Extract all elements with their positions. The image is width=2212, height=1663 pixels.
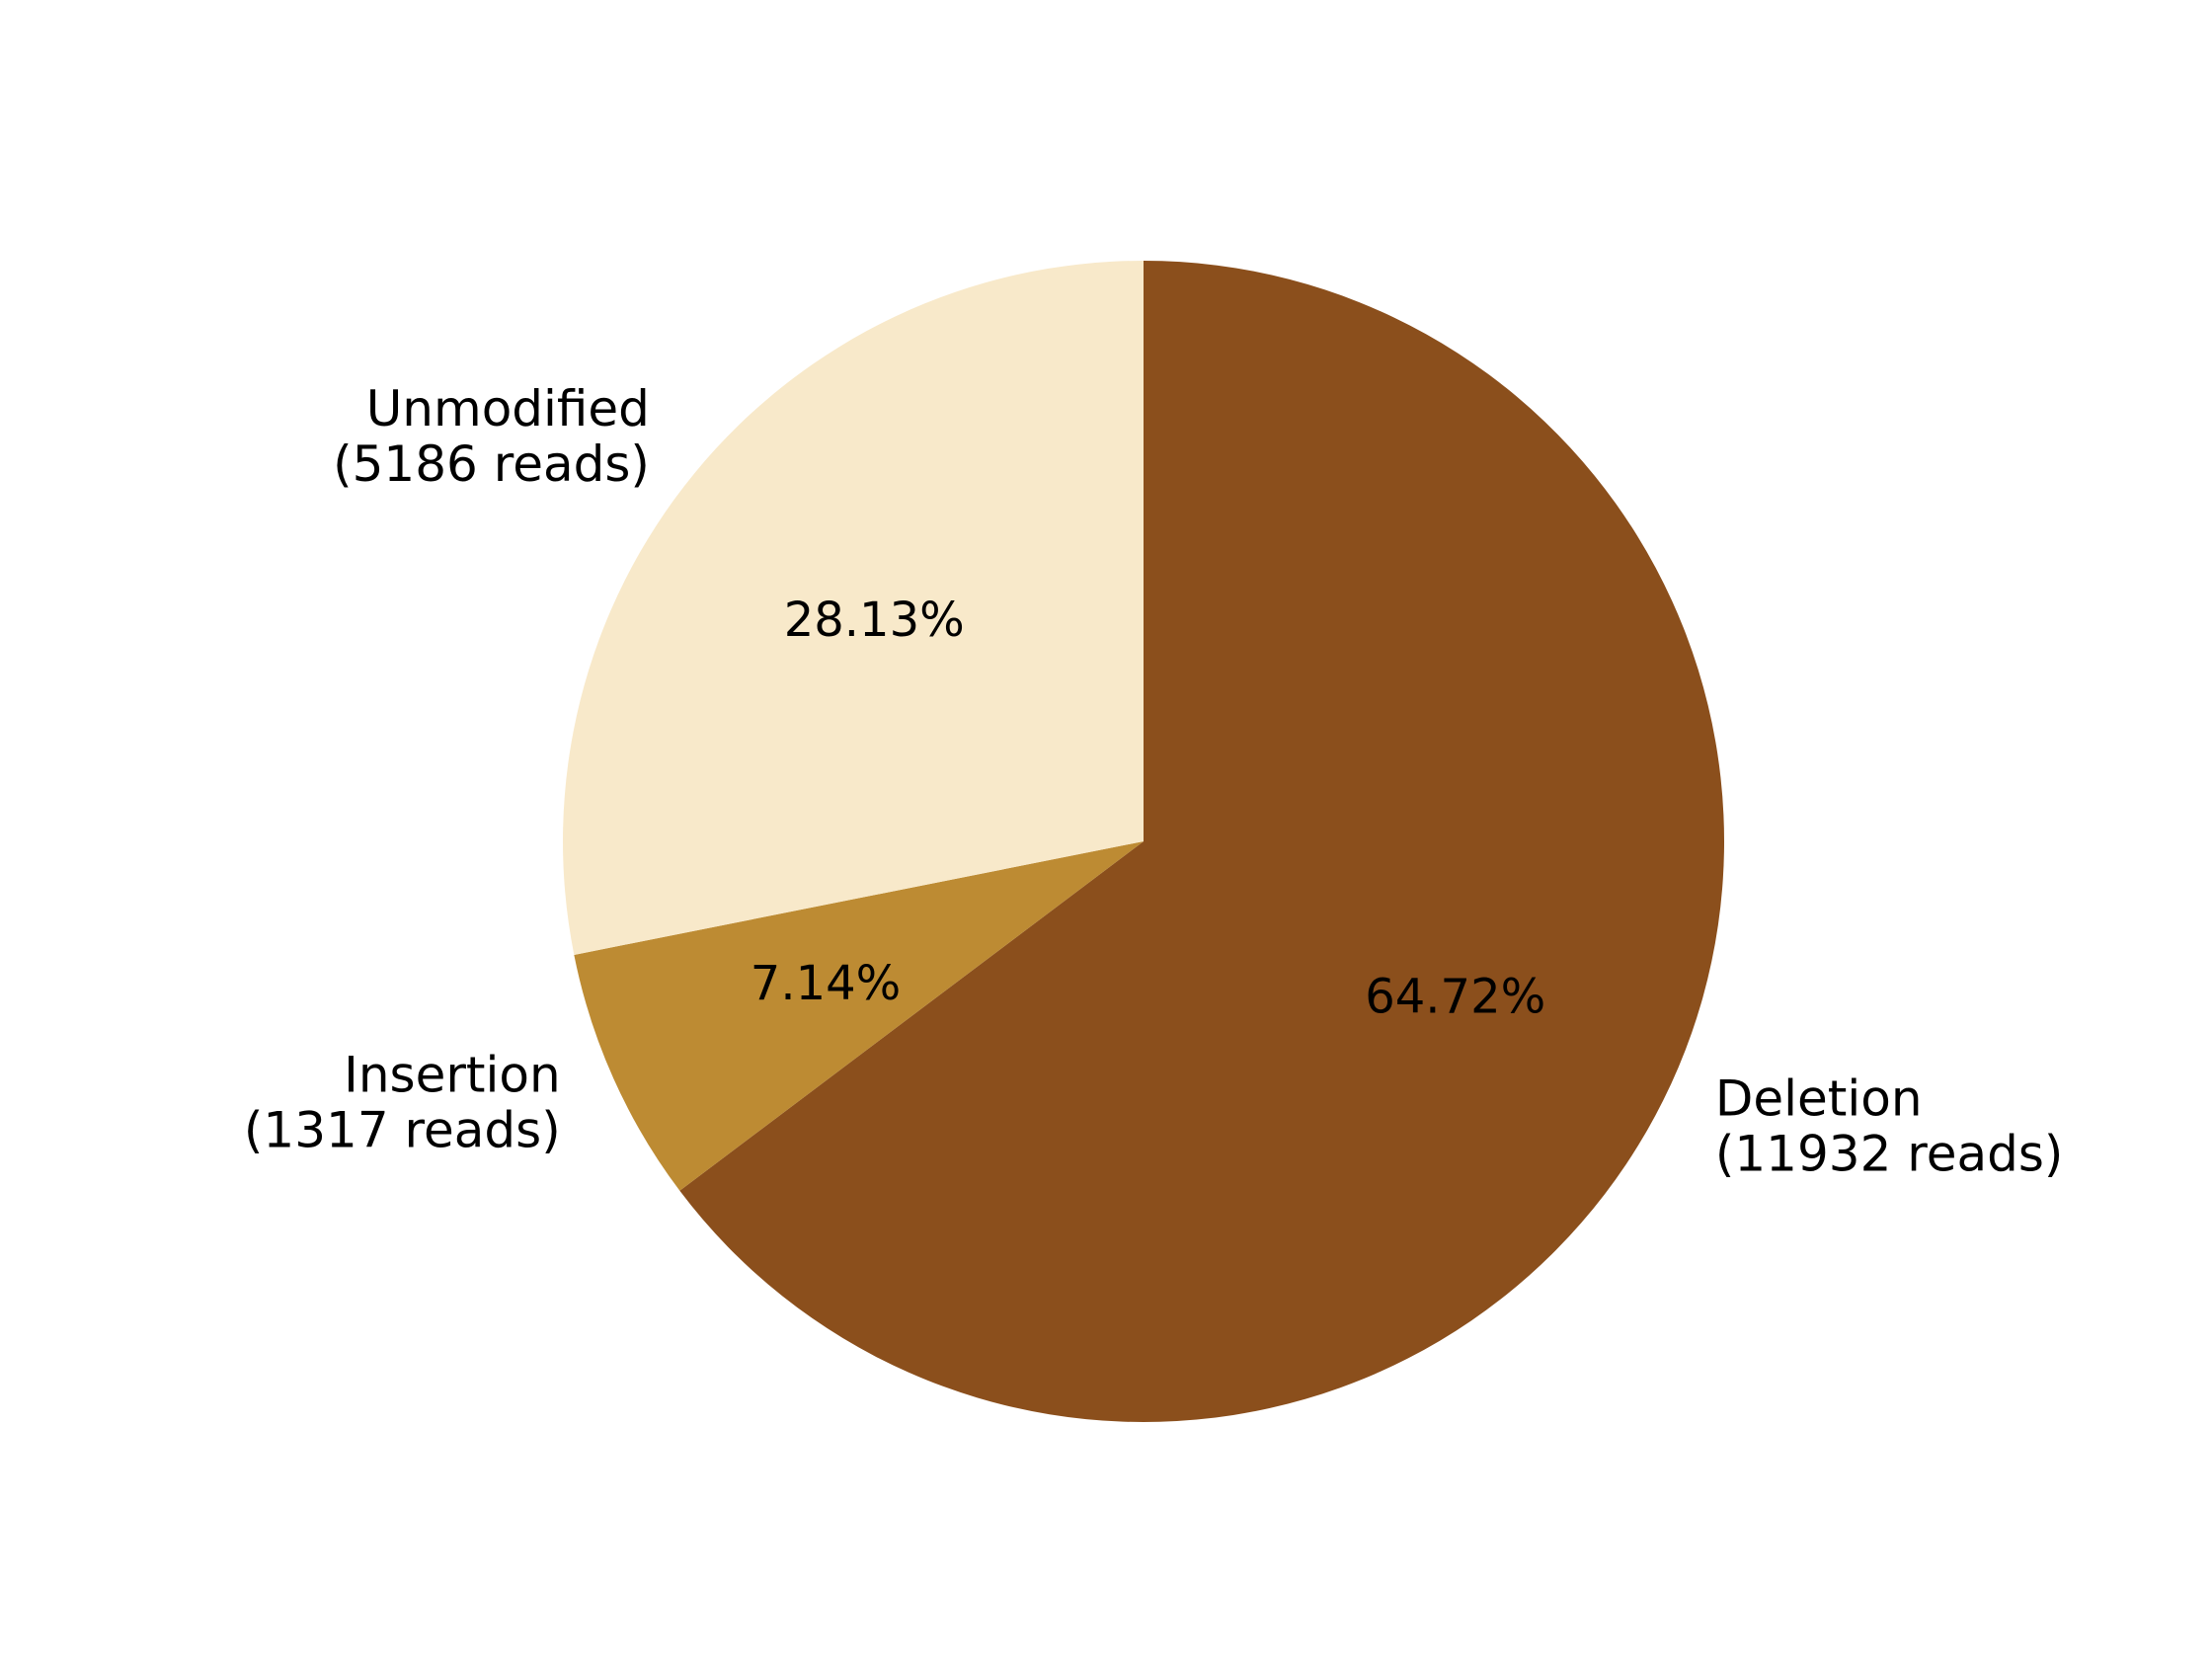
percent-label-deletion: 64.72% [1365,969,1545,1024]
labels-layer: 64.72% Deletion(11932 reads) 7.14% Insertio… [244,380,2064,1183]
slice-reads-label-deletion: (11932 reads) [1715,1126,2064,1183]
slice-reads-label-unmodified: (5186 reads) [333,436,650,493]
pie-slice-deletion [679,261,1724,1423]
pie-slice-unmodified [563,261,1144,955]
slices-layer [563,261,1724,1423]
pie-slice-insertion [574,841,1144,1191]
percent-label-unmodified: 28.13% [784,593,965,648]
slice-label-unmodified: Unmodified [366,380,650,437]
slice-label-insertion: Insertion [344,1046,561,1103]
percent-label-insertion: 7.14% [750,956,901,1011]
slice-reads-label-insertion: (1317 reads) [244,1101,561,1158]
slice-label-deletion: Deletion [1715,1070,1923,1128]
